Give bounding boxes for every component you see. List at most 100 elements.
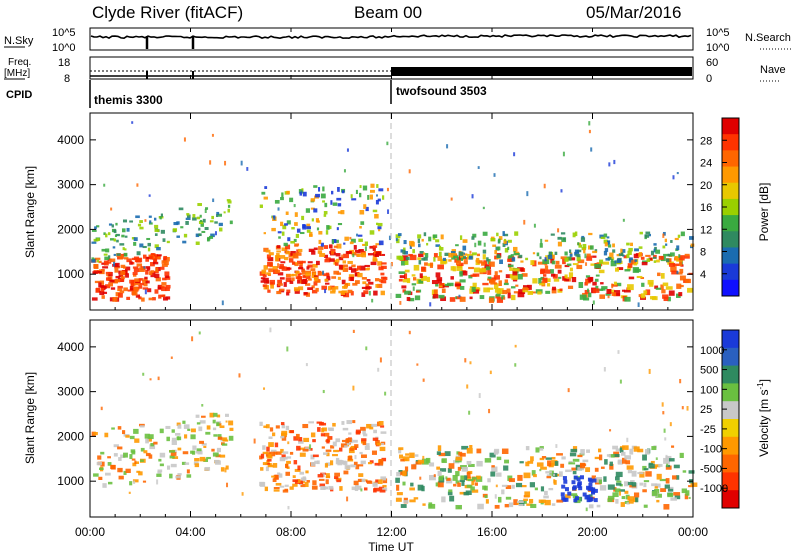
scatter-cell xyxy=(268,453,272,459)
scatter-cell xyxy=(216,211,220,215)
scatter-cell xyxy=(334,476,339,480)
scatter-cell xyxy=(557,236,562,240)
scatter-cell xyxy=(331,276,337,279)
scatter-cell xyxy=(418,253,424,258)
scatter-cell xyxy=(634,268,641,273)
scatter-cell xyxy=(662,282,669,287)
scatter-cell xyxy=(148,194,151,197)
scatter-cell xyxy=(422,378,425,382)
scatter-cell xyxy=(625,460,631,465)
scatter-cell xyxy=(308,421,314,424)
scatter-cell xyxy=(622,249,626,253)
scatter-cell xyxy=(195,233,200,238)
scatter-cell xyxy=(260,453,265,459)
scatter-cell xyxy=(136,263,143,267)
scatter-cell xyxy=(296,249,300,253)
scatter-cell xyxy=(324,289,327,294)
scatter-cell xyxy=(384,391,387,396)
scatter-cell xyxy=(676,283,682,289)
scatter-cell xyxy=(609,429,612,432)
scatter-cell xyxy=(328,437,332,440)
scatter-cell xyxy=(356,233,359,237)
scatter-cell xyxy=(306,223,311,229)
colorbar-swatch xyxy=(722,490,739,509)
scatter-cell xyxy=(562,476,567,481)
scatter-cell xyxy=(583,248,586,254)
scatter-cell xyxy=(541,456,547,459)
colorbar-swatch xyxy=(722,182,739,200)
scatter-cell xyxy=(133,268,140,273)
scatter-cell xyxy=(589,497,594,502)
scatter-cell xyxy=(663,457,670,464)
scatter-cell xyxy=(588,232,593,236)
scatter-cell xyxy=(153,261,159,265)
colorbar-tick-label: 24 xyxy=(700,158,712,170)
scatter-cell xyxy=(187,428,191,431)
freq-label: Freq. xyxy=(8,57,31,68)
scatter-cell xyxy=(458,294,461,298)
scatter-cell xyxy=(390,261,393,267)
scatter-cell xyxy=(212,419,216,424)
scatter-cell xyxy=(595,477,603,483)
scatter-cell xyxy=(459,296,466,302)
scatter-cell xyxy=(298,272,302,275)
scatter-cell xyxy=(343,292,350,298)
scatter-cell xyxy=(214,231,217,236)
scatter-cell xyxy=(594,263,602,269)
scatter-cell xyxy=(354,455,357,460)
scatter-cell xyxy=(438,476,444,481)
scatter-cell xyxy=(568,462,576,465)
scatter-cell xyxy=(263,232,266,235)
scatter-cell xyxy=(294,244,299,247)
scatter-cell xyxy=(467,479,474,482)
scatter-cell xyxy=(148,222,153,225)
scatter-cell xyxy=(118,457,122,462)
scatter-cell xyxy=(142,254,147,259)
scatter-cell xyxy=(348,274,355,279)
scatter-cell xyxy=(499,259,503,265)
scatter-cell xyxy=(645,471,652,477)
scatter-cell xyxy=(651,490,658,496)
scatter-cell xyxy=(103,232,106,236)
scatter-cell xyxy=(441,288,446,294)
scatter-cell xyxy=(217,213,223,217)
scatter-cell xyxy=(435,244,441,247)
scatter-cell xyxy=(131,237,136,240)
scatter-cell xyxy=(627,481,633,486)
scatter-cell xyxy=(488,408,491,414)
scatter-cell xyxy=(537,291,542,295)
scatter-cell xyxy=(540,238,543,244)
scatter-cell xyxy=(195,241,200,245)
scatter-cell xyxy=(603,250,608,256)
scatter-cell xyxy=(228,420,234,426)
scatter-cell xyxy=(425,457,431,463)
scatter-cell xyxy=(398,255,404,261)
scatter-cell xyxy=(305,292,310,297)
scatter-cell xyxy=(516,500,524,504)
scatter-cell xyxy=(642,489,647,493)
scatter-cell xyxy=(350,268,357,273)
scatter-cell xyxy=(302,191,307,197)
scatter-cell xyxy=(174,432,181,436)
scatter-cell xyxy=(498,270,503,273)
scatter-cell xyxy=(611,258,614,262)
scatter-cell xyxy=(433,256,436,262)
scatter-cell xyxy=(588,121,591,126)
scatter-cell xyxy=(482,206,485,210)
scatter-cell xyxy=(352,385,355,391)
time-x-axis: 00:00 04:00 08:00 12:00 16:00 20:00 00:00 xyxy=(75,28,708,539)
scatter-cell xyxy=(135,258,142,263)
scatter-cell xyxy=(635,497,639,503)
scatter-cell xyxy=(328,244,333,249)
scatter-cell xyxy=(277,283,283,286)
scatter-cell xyxy=(612,492,619,498)
scatter-cell xyxy=(544,490,548,496)
scatter-cell xyxy=(603,233,608,238)
scatter-cell xyxy=(514,231,519,236)
scatter-cell xyxy=(286,220,291,225)
velocity-data-layer xyxy=(91,327,698,512)
scatter-cell xyxy=(505,274,511,279)
scatter-cell xyxy=(607,244,612,248)
scatter-cell xyxy=(652,256,657,259)
